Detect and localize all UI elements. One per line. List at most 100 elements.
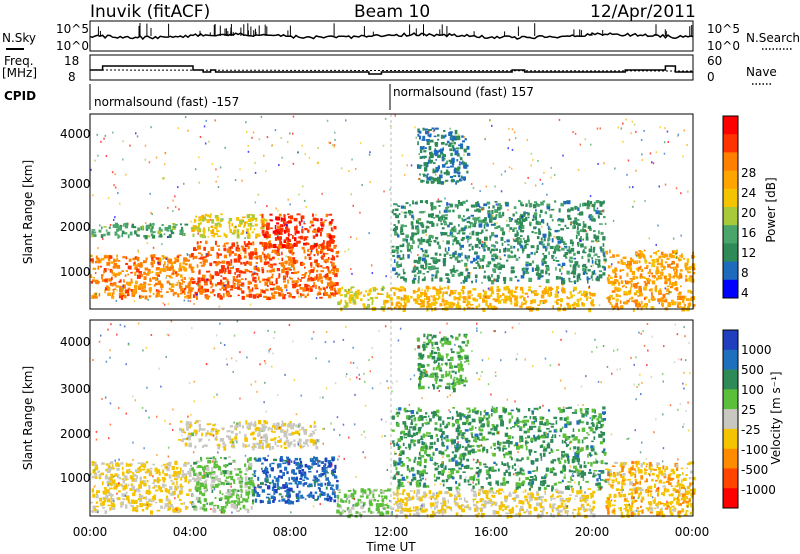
heatmap-cell [270, 276, 274, 279]
heatmap-cell [441, 164, 446, 168]
heatmap-cell [421, 288, 423, 291]
heatmap-cell [631, 270, 635, 275]
heatmap-cell [560, 277, 563, 282]
heatmap-cell [132, 226, 137, 229]
heatmap-cell [213, 506, 215, 509]
heatmap-cell [215, 430, 217, 436]
heatmap-cell [369, 502, 373, 507]
heatmap-cell [592, 292, 596, 297]
heatmap-cell [490, 223, 495, 226]
velocity-data [90, 320, 696, 519]
heatmap-cell [448, 304, 452, 309]
heatmap-cell [393, 306, 397, 310]
heatmap-cell [466, 217, 471, 220]
heatmap-cell [276, 285, 280, 290]
heatmap-cell [628, 265, 632, 270]
heatmap-cell [227, 269, 232, 275]
heatmap-cell [177, 439, 182, 441]
heatmap-cell [452, 252, 455, 255]
heatmap-cell [127, 292, 130, 295]
heatmap-cell [587, 279, 589, 284]
heatmap-cell [291, 476, 295, 480]
heatmap-cell [428, 263, 432, 265]
heatmap-cell [600, 231, 604, 235]
heatmap-cell [614, 279, 618, 283]
heatmap-cell [209, 475, 212, 479]
heatmap-cell [493, 253, 497, 258]
power-colorbar-band [723, 261, 738, 281]
heatmap-cell [630, 132, 632, 135]
heatmap-cell [242, 504, 246, 509]
heatmap-cell [221, 509, 225, 514]
heatmap-cell [184, 476, 187, 480]
heatmap-cell [313, 480, 316, 485]
heatmap-cell [572, 289, 575, 292]
heatmap-cell [224, 444, 227, 447]
heatmap-cell [449, 254, 452, 256]
heatmap-cell [115, 222, 119, 226]
heatmap-cell [151, 213, 153, 216]
heatmap-cell [122, 284, 126, 289]
heatmap-cell [219, 218, 223, 222]
heatmap-cell [285, 228, 290, 233]
heatmap-cell [186, 506, 189, 509]
heatmap-cell [300, 261, 304, 266]
heatmap-cell [302, 482, 305, 487]
heatmap-cell [355, 511, 359, 514]
heatmap-cell [460, 288, 463, 292]
heatmap-cell [108, 492, 112, 496]
heatmap-cell [234, 253, 237, 256]
heatmap-cell [478, 265, 481, 269]
heatmap-cell [484, 137, 487, 140]
heatmap-cell [246, 243, 249, 246]
heatmap-cell [116, 289, 118, 292]
heatmap-cell [92, 295, 97, 299]
heatmap-cell [94, 272, 97, 275]
heatmap-cell [211, 473, 215, 476]
heatmap-cell [413, 259, 417, 264]
heatmap-cell [312, 479, 315, 482]
heatmap-cell [355, 237, 358, 240]
heatmap-cell [384, 503, 387, 506]
heatmap-cell [610, 265, 613, 268]
heatmap-cell [399, 244, 404, 248]
heatmap-cell [611, 295, 613, 297]
heatmap-cell [243, 271, 247, 274]
heatmap-cell [219, 497, 223, 500]
heatmap-cell [410, 221, 414, 226]
heatmap-cell [641, 159, 644, 161]
heatmap-cell [283, 240, 287, 243]
heatmap-cell [486, 295, 491, 300]
heatmap-cell [176, 485, 180, 489]
heatmap-cell [265, 471, 267, 476]
heatmap-cell [443, 209, 448, 213]
heatmap-cell [466, 146, 470, 150]
heatmap-cell [664, 127, 666, 130]
heatmap-cell [166, 467, 170, 472]
heatmap-cell [211, 163, 214, 166]
heatmap-cell [421, 278, 425, 282]
heatmap-cell [180, 223, 182, 226]
heatmap-cell [303, 242, 307, 245]
heatmap-cell [512, 228, 515, 232]
heatmap-cell [209, 218, 212, 221]
heatmap-cell [466, 257, 469, 262]
heatmap-cell [200, 483, 205, 488]
heatmap-cell [260, 115, 263, 118]
heatmap-cell [322, 267, 327, 269]
heatmap-cell [517, 240, 521, 245]
heatmap-cell [296, 291, 299, 295]
heatmap-cell [230, 263, 232, 266]
heatmap-cell [329, 500, 332, 503]
heatmap-cell [639, 250, 641, 255]
heatmap-cell [202, 428, 206, 431]
heatmap-cell [114, 483, 116, 487]
heatmap-cell [671, 301, 675, 306]
heatmap-cell [133, 264, 138, 267]
heatmap-cell [428, 266, 432, 271]
heatmap-cell [131, 485, 136, 490]
heatmap-cell [467, 306, 471, 309]
heatmap-cell [263, 246, 266, 251]
heatmap-cell [539, 300, 542, 305]
heatmap-cell [433, 128, 436, 132]
